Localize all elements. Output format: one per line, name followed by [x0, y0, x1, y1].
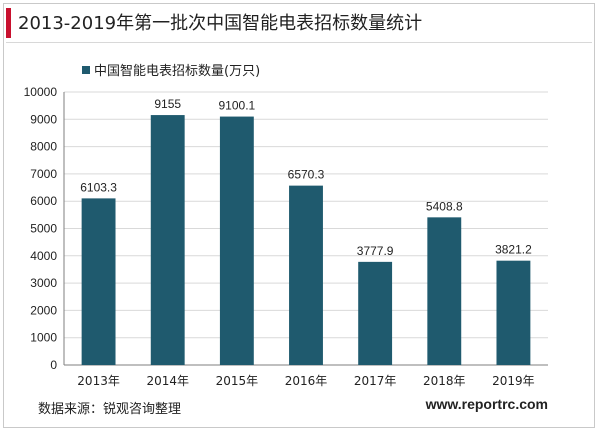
x-tick-label: 2017年	[354, 374, 397, 388]
bar	[289, 185, 323, 365]
y-tick-label: 5000	[30, 222, 57, 236]
y-tick-label: 10000	[24, 85, 58, 99]
x-tick-label: 2014年	[146, 374, 189, 388]
y-tick-label: 7000	[30, 167, 57, 181]
y-tick-label: 0	[50, 358, 57, 372]
y-tick-label: 4000	[30, 249, 57, 263]
bar-data-label: 6570.3	[288, 168, 325, 182]
bar-data-label: 6103.3	[80, 180, 117, 194]
page-title: 2013-2019年第一批次中国智能电表招标数量统计	[18, 13, 423, 34]
bar-data-label: 5408.8	[426, 199, 463, 213]
y-tick-label: 2000	[30, 303, 57, 317]
bar	[81, 198, 116, 365]
x-tick-label: 2016年	[285, 374, 328, 388]
y-tick-label: 6000	[30, 194, 57, 208]
bar	[427, 217, 462, 365]
title-accent-bar	[6, 8, 11, 38]
legend-swatch	[82, 66, 90, 74]
x-tick-label: 2013年	[77, 374, 120, 388]
x-tick-label: 2018年	[423, 374, 466, 388]
bar-data-label: 3821.2	[495, 243, 532, 257]
y-tick-label: 3000	[30, 276, 57, 290]
bar	[150, 115, 185, 365]
title-divider	[6, 42, 592, 43]
legend-label: 中国智能电表招标数量(万只)	[94, 64, 260, 79]
y-tick-label: 8000	[30, 140, 57, 154]
x-tick-label: 2019年	[492, 374, 535, 388]
y-tick-label: 9000	[30, 112, 57, 126]
website-link[interactable]: www.reportrc.com	[425, 396, 548, 412]
bar-data-label: 9100.1	[219, 99, 256, 113]
data-source-note: 数据来源：锐观咨询整理	[38, 402, 182, 417]
bar-data-label: 9155	[154, 97, 181, 111]
bar	[496, 260, 531, 365]
bar	[358, 261, 393, 365]
y-tick-label: 1000	[30, 331, 57, 345]
chart-frame	[3, 3, 595, 428]
x-tick-label: 2015年	[216, 374, 259, 388]
bar	[219, 116, 254, 366]
bar-data-label: 3777.9	[357, 244, 394, 258]
